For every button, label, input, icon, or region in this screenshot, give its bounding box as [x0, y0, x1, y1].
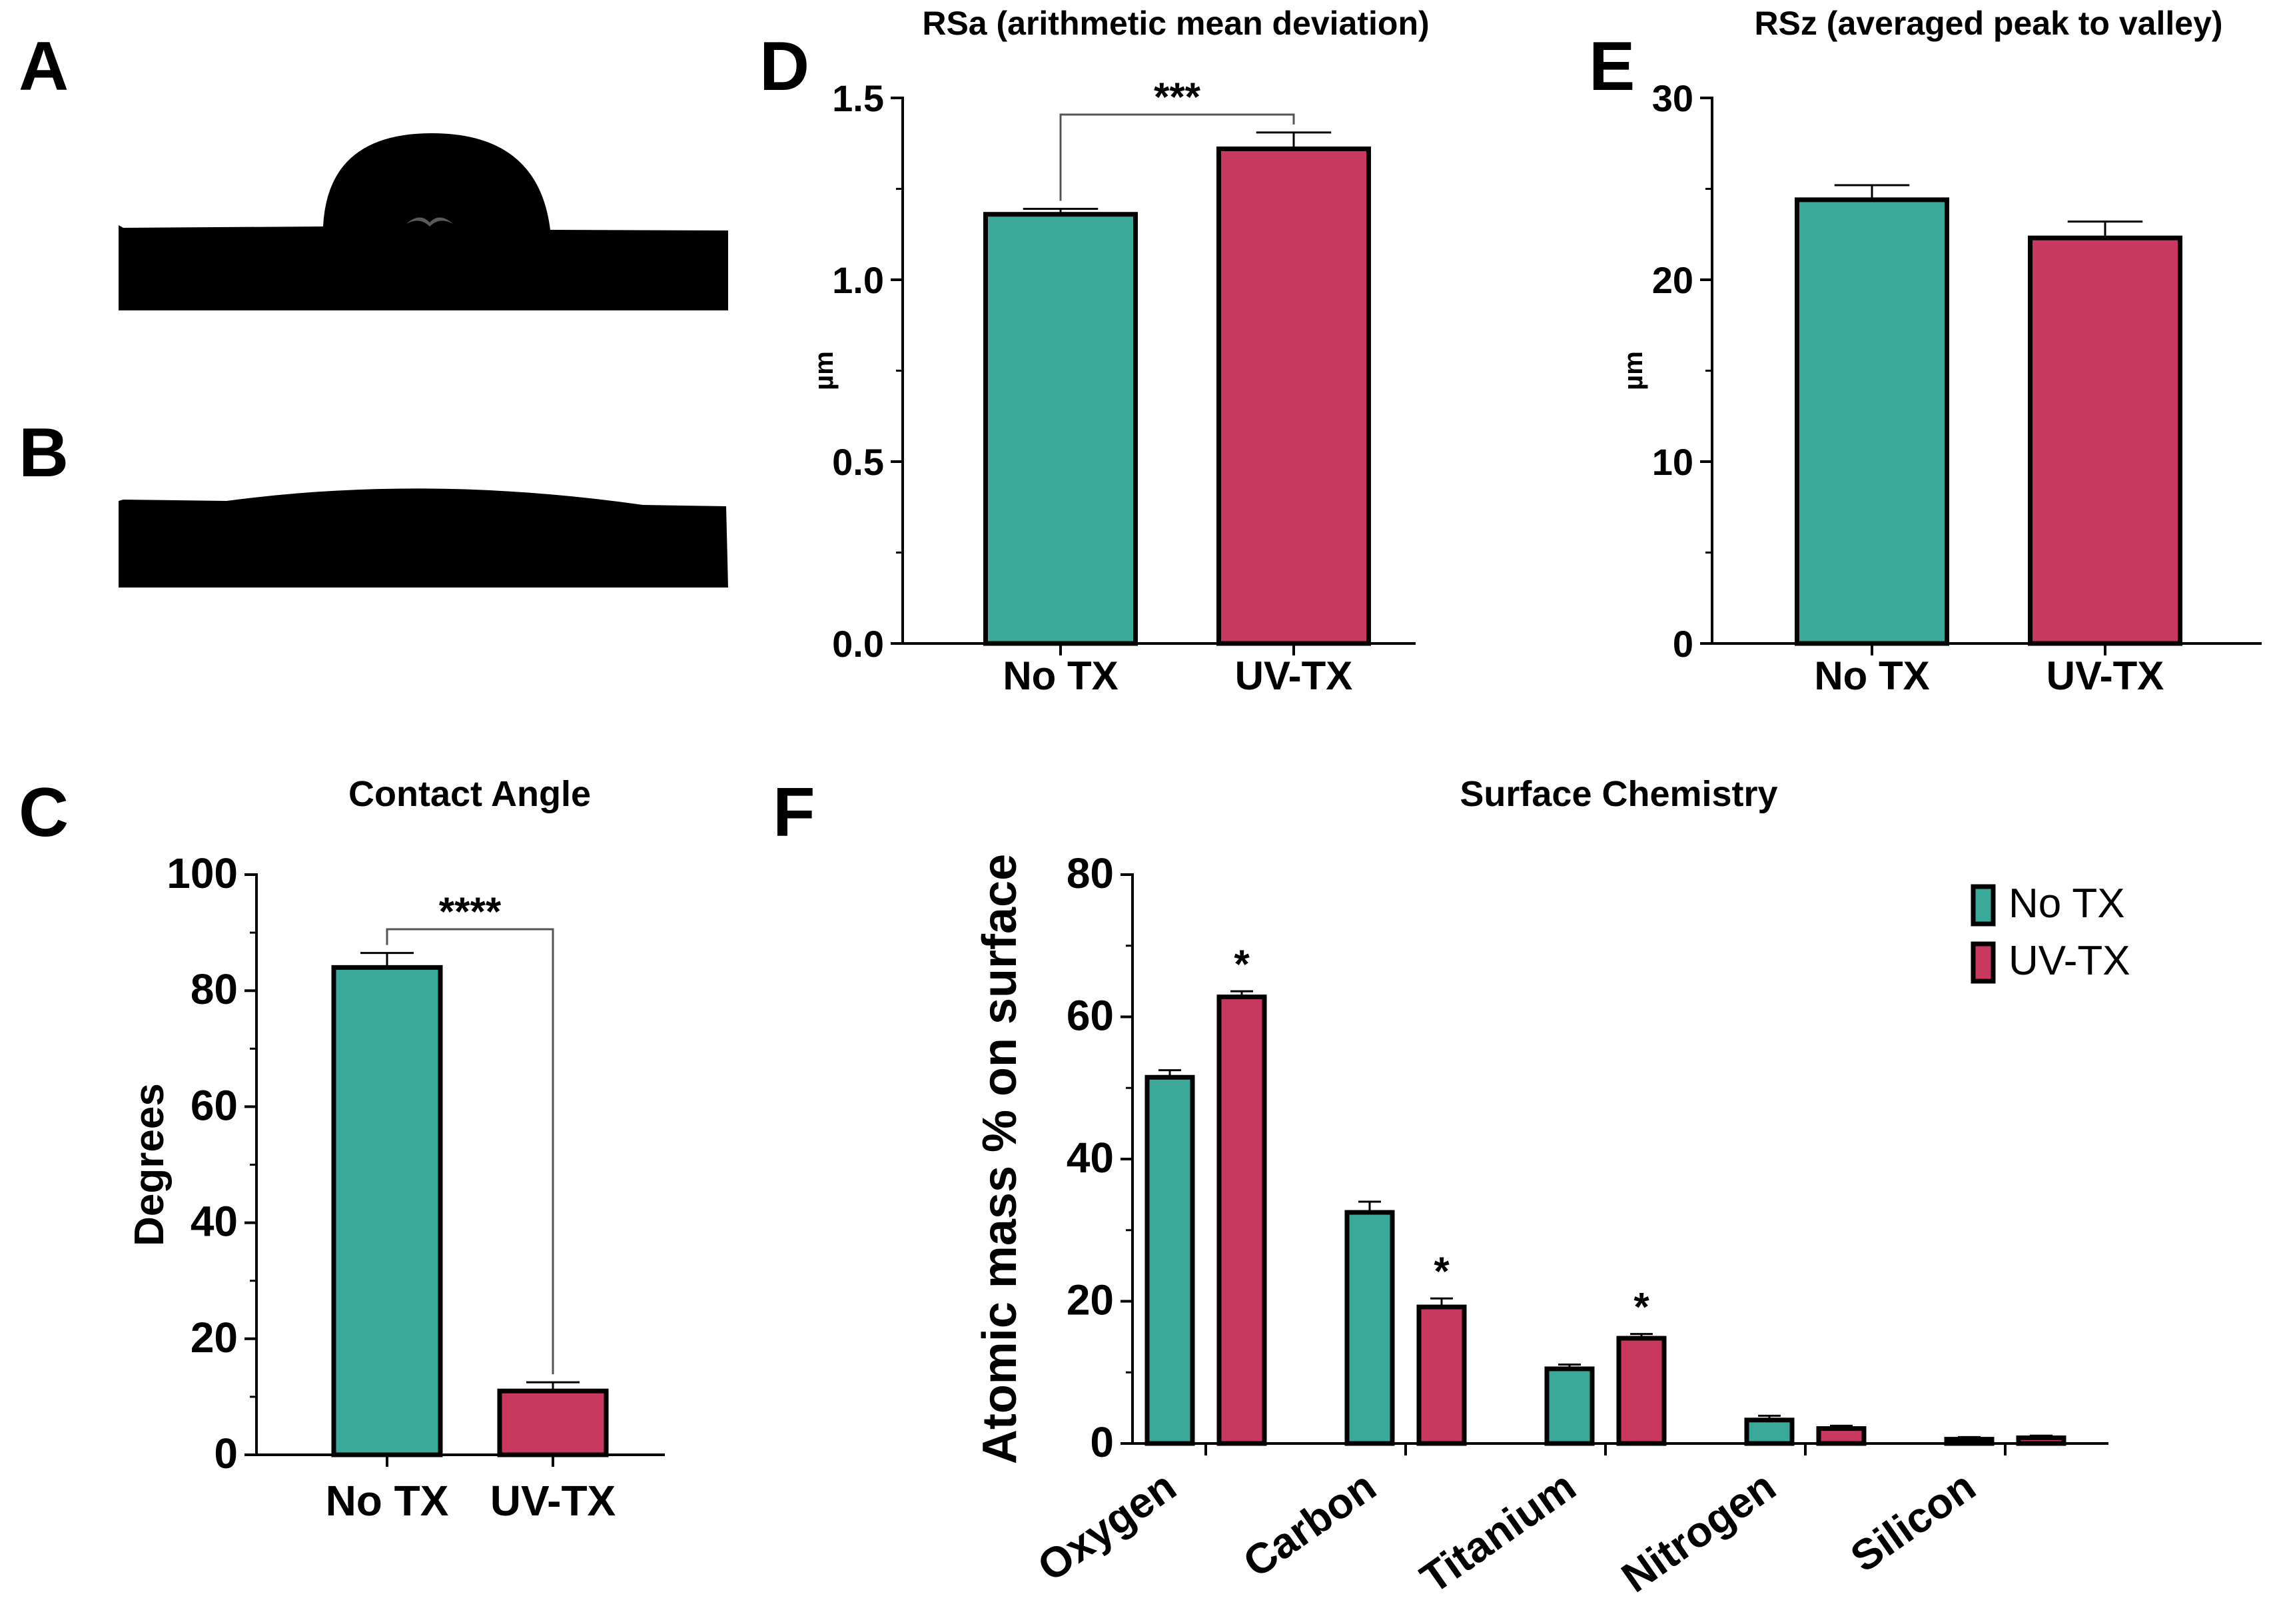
y-tick-label: 0.0 — [832, 623, 884, 665]
y-tick-label: 40 — [1067, 1134, 1114, 1182]
y-tick-label: 1.5 — [832, 77, 884, 119]
panel-letter-c: C — [19, 774, 69, 851]
legend-label: UV-TX — [2009, 938, 2130, 984]
y-tick-label: 20 — [1652, 259, 1693, 301]
bar — [1344, 1210, 1395, 1446]
y-tick-label: 80 — [1067, 849, 1114, 897]
bar — [497, 1388, 609, 1457]
bar — [1216, 995, 1267, 1446]
y-tick-label: 40 — [191, 1198, 238, 1246]
y-tick-label: 100 — [167, 849, 238, 897]
x-tick-label: UV-TX — [1235, 653, 1353, 698]
y-tick-label: 20 — [1067, 1276, 1114, 1324]
bar — [1544, 1366, 1595, 1446]
x-tick-label: Oxygen — [1029, 1461, 1184, 1591]
significance-bracket — [386, 928, 554, 1375]
y-tick-label: 80 — [191, 965, 238, 1013]
significance-label: **** — [439, 889, 502, 934]
x-tick-label: Silicon — [1842, 1461, 1984, 1581]
bar — [1616, 1336, 1667, 1446]
chart-rsa: 0.0 0.5 1.0 1.5 RSa (arithmetic mean deviati… — [809, 5, 1430, 698]
bar — [1944, 1437, 1995, 1446]
chart-title: Contact Angle — [348, 774, 591, 814]
axis-label-degrees: Degrees — [127, 1083, 173, 1246]
droplet-b-shape — [119, 488, 728, 588]
x-tick-label: No TX — [1003, 653, 1118, 698]
y-tick-label: 60 — [191, 1081, 238, 1129]
chart-title: Surface Chemistry — [1460, 774, 1777, 814]
panel-letter-b: B — [19, 414, 69, 492]
bar — [331, 965, 443, 1457]
x-tick-label: Titanium — [1412, 1461, 1584, 1602]
bar — [1744, 1418, 1795, 1446]
y-tick-label: 20 — [191, 1314, 238, 1362]
y-tick-label: 60 — [1067, 992, 1114, 1040]
x-tick-label: No TX — [326, 1477, 449, 1525]
significance-label: * — [1434, 1249, 1450, 1294]
axis-label-um: µm — [1619, 351, 1648, 390]
y-tick-label: 1.0 — [832, 259, 884, 301]
axis-label-um: µm — [809, 351, 839, 390]
significance-label: * — [1234, 942, 1250, 987]
chart-title: RSz (averaged peak to valley) — [1754, 5, 2222, 42]
panel-letter-e: E — [1589, 28, 1635, 105]
bar — [2016, 1435, 2066, 1446]
bar — [1416, 1304, 1467, 1446]
legend-swatch — [1971, 884, 1996, 927]
droplet-image-b — [119, 488, 728, 588]
panel-letter-d: D — [759, 28, 809, 105]
droplet-a-reflection — [406, 217, 453, 226]
bar — [1216, 146, 1371, 646]
legend-label: No TX — [2009, 881, 2125, 927]
chart-surface-chemistry: 0 20 40 60 80 Surface Chemistry Atomic mass % … — [973, 774, 2130, 1603]
legend-swatch — [1971, 941, 1996, 984]
droplet-image-a — [119, 133, 728, 310]
x-tick-label: UV-TX — [2046, 653, 2164, 698]
bar — [1144, 1074, 1195, 1446]
y-tick-label: 0.5 — [832, 441, 884, 483]
chart-title: RSa (arithmetic mean deviation) — [922, 5, 1429, 42]
y-tick-label: 0 — [214, 1429, 238, 1477]
y-tick-label: 0 — [1673, 623, 1693, 665]
axis-label-atomic-mass: Atomic mass % on surface — [973, 854, 1027, 1464]
significance-bracket — [1059, 113, 1295, 201]
bar — [1795, 197, 1949, 646]
y-tick-label: 0 — [1090, 1418, 1114, 1466]
x-tick-label: UV-TX — [490, 1477, 616, 1525]
y-tick-label: 30 — [1652, 77, 1693, 119]
x-tick-label: Nitrogen — [1613, 1461, 1784, 1601]
x-tick-label: Carbon — [1234, 1461, 1384, 1586]
significance-label: * — [1633, 1285, 1649, 1330]
chart-contact-angle: 0 20 40 60 80 100 Contact Angle Degrees No TX UV-… — [127, 774, 665, 1525]
bar — [2028, 235, 2182, 646]
chart-rsz: 0 10 20 30 RSz (averaged peak to valley) µm No… — [1619, 5, 2262, 698]
bar — [1816, 1426, 1867, 1446]
x-tick-label: No TX — [1814, 653, 1929, 698]
panel-letter-f: F — [773, 774, 815, 851]
panel-letter-a: A — [19, 28, 69, 105]
y-tick-label: 10 — [1652, 441, 1693, 483]
bar — [983, 212, 1138, 646]
significance-label: *** — [1154, 75, 1201, 119]
